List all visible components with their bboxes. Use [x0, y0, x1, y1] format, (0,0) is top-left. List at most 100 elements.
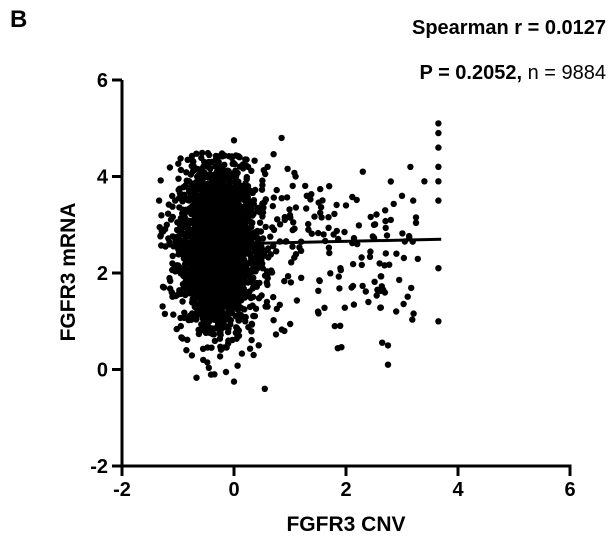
scatter-point — [169, 266, 176, 274]
scatter-point — [219, 207, 226, 214]
scatter-point — [155, 197, 163, 204]
scatter-point — [199, 345, 207, 352]
scatter-point — [221, 222, 229, 229]
scatter-point — [192, 199, 199, 206]
scatter-point — [230, 137, 238, 144]
scatter-point — [317, 204, 325, 211]
scatter-point — [208, 305, 215, 313]
scatter-point — [338, 344, 345, 351]
scatter-point — [358, 261, 365, 269]
scatter-point — [182, 281, 190, 288]
scatter-point — [435, 318, 442, 325]
scatter-point — [236, 163, 244, 170]
scatter-point — [233, 277, 241, 285]
scatter-point — [190, 183, 197, 191]
scatter-point — [288, 259, 295, 266]
scatter-point — [237, 251, 245, 258]
scatter-point — [325, 224, 332, 231]
scatter-point — [218, 179, 225, 186]
scatter-point — [235, 209, 242, 217]
scatter-point — [269, 224, 276, 231]
scatter-point — [172, 197, 179, 204]
scatter-point — [270, 317, 277, 324]
scatter-point — [250, 351, 257, 359]
scatter-point — [272, 331, 280, 338]
scatter-point — [204, 149, 212, 157]
scatter-point — [355, 222, 363, 229]
scatter-point — [326, 249, 333, 257]
scatter-point — [412, 214, 420, 221]
scatter-point — [303, 192, 310, 199]
scatter-point — [216, 330, 223, 337]
scatter-point — [188, 152, 196, 160]
scatter-point — [179, 298, 186, 305]
scatter-point — [177, 265, 184, 272]
scatter-point — [226, 285, 233, 292]
scatter-point — [250, 210, 257, 217]
scatter-point — [276, 221, 284, 228]
scatter-point — [353, 196, 360, 204]
scatter-point — [255, 295, 263, 302]
scatter-point — [161, 310, 169, 318]
scatter-point — [226, 192, 234, 200]
scatter-point — [273, 248, 280, 255]
scatter-point — [383, 232, 391, 239]
scatter-point — [243, 156, 250, 163]
scatter-point — [241, 192, 248, 199]
scatter-point — [211, 293, 219, 300]
scatter-point — [305, 220, 312, 228]
scatter-point — [253, 280, 260, 287]
scatter-point — [335, 273, 342, 280]
scatter-point — [216, 289, 224, 297]
scatter-point — [216, 335, 224, 342]
scatter-point — [399, 230, 406, 237]
scatter-point — [289, 243, 296, 250]
scatter-point — [362, 288, 369, 295]
scatter-point — [198, 284, 205, 291]
scatter-point — [365, 298, 372, 306]
scatter-point — [245, 289, 252, 296]
scatter-point — [169, 192, 176, 200]
scatter-point — [218, 282, 226, 289]
scatter-point — [292, 204, 300, 211]
scatter-point — [230, 378, 238, 385]
scatter-point — [247, 294, 255, 302]
scatter-point — [398, 192, 406, 199]
scatter-point — [316, 277, 323, 284]
scatter-point — [374, 286, 381, 293]
x-tick-label: 4 — [452, 479, 464, 501]
scatter-point — [223, 201, 230, 209]
scatter-point — [160, 284, 168, 291]
scatter-point — [172, 292, 180, 300]
scatter-point — [222, 215, 230, 223]
scatter-point — [175, 186, 182, 194]
scatter-point — [348, 284, 355, 291]
scatter-point — [302, 182, 309, 190]
scatter-point — [259, 182, 266, 189]
panel-label: B — [10, 6, 28, 33]
scatter-point — [202, 329, 210, 336]
scatter-point — [435, 144, 442, 151]
scatter-point — [248, 320, 255, 327]
y-tick-label: 2 — [97, 263, 108, 285]
scatter-point — [382, 224, 389, 232]
scatter-point — [240, 203, 247, 211]
scatter-point — [177, 322, 184, 330]
scatter-point — [291, 254, 298, 261]
scatter-point — [247, 250, 254, 257]
scatter-point — [435, 163, 442, 170]
scatter-point — [198, 294, 205, 301]
x-tick-label: 2 — [340, 479, 351, 501]
scatter-point — [189, 167, 197, 175]
scatter-point — [298, 274, 305, 281]
scatter-point — [235, 332, 243, 339]
scatter-point — [179, 335, 186, 342]
scatter-point — [208, 158, 215, 166]
scatter-point — [321, 304, 328, 311]
scatter-point — [222, 368, 230, 376]
p-value-text: P = 0.2052, — [419, 62, 523, 84]
scatter-point — [382, 250, 389, 257]
scatter-point — [315, 229, 322, 237]
scatter-point — [199, 149, 206, 157]
scatter-point — [289, 226, 296, 234]
